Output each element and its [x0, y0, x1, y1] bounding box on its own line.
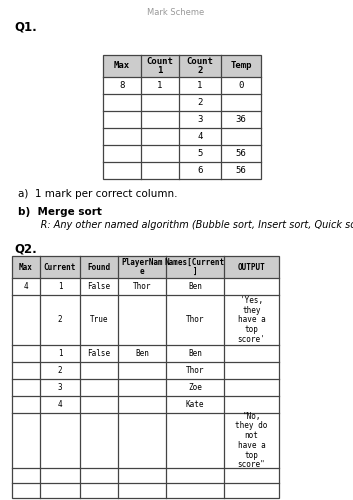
Text: Max: Max	[19, 262, 33, 272]
Text: OUTPUT: OUTPUT	[238, 262, 265, 272]
Text: 1: 1	[197, 81, 203, 90]
Text: Temp: Temp	[230, 62, 252, 70]
Text: Ben: Ben	[188, 349, 202, 358]
Text: Count
2: Count 2	[187, 56, 214, 76]
Text: PlayerNam
e: PlayerNam e	[121, 258, 163, 276]
Text: Ben: Ben	[188, 282, 202, 291]
Bar	[12, 256, 279, 278]
Text: False: False	[88, 282, 110, 291]
Text: 1: 1	[157, 81, 163, 90]
Text: 2: 2	[58, 316, 62, 324]
Text: b)  Merge sort: b) Merge sort	[18, 207, 102, 217]
Text: 2: 2	[58, 366, 62, 375]
Text: False: False	[88, 349, 110, 358]
Text: 3: 3	[197, 115, 203, 124]
Text: 'Yes,
they
have a
top
score': 'Yes, they have a top score'	[238, 296, 265, 344]
Text: 6: 6	[197, 166, 203, 175]
Text: Ben: Ben	[135, 349, 149, 358]
Text: Mark Scheme: Mark Scheme	[147, 8, 205, 17]
Text: 1: 1	[58, 349, 62, 358]
Text: Thor: Thor	[133, 282, 151, 291]
Text: Current: Current	[44, 262, 76, 272]
Text: 1: 1	[58, 282, 62, 291]
Text: Q2.: Q2.	[14, 242, 37, 255]
Text: 56: 56	[235, 166, 246, 175]
Bar	[12, 256, 279, 498]
Text: 4: 4	[197, 132, 203, 141]
Text: R: Any other named algorithm (Bubble sort, Insert sort, Quick sort, etc.): R: Any other named algorithm (Bubble sor…	[25, 220, 353, 230]
Text: "No,
they do
not
have a
top
score": "No, they do not have a top score"	[235, 412, 268, 469]
Text: 2: 2	[197, 98, 203, 107]
Text: Found: Found	[88, 262, 110, 272]
Text: 4: 4	[58, 400, 62, 409]
Text: Max: Max	[114, 62, 130, 70]
Text: 0: 0	[238, 81, 244, 90]
Text: Thor: Thor	[186, 316, 204, 324]
Text: a)  1 mark per correct column.: a) 1 mark per correct column.	[18, 189, 178, 199]
Text: Names[Current
]: Names[Current ]	[165, 258, 225, 276]
Bar	[103, 55, 261, 179]
Text: 4: 4	[24, 282, 28, 291]
Text: 36: 36	[235, 115, 246, 124]
Text: Thor: Thor	[186, 366, 204, 375]
Text: 5: 5	[197, 149, 203, 158]
Text: 3: 3	[58, 383, 62, 392]
Text: Count
1: Count 1	[146, 56, 173, 76]
Text: True: True	[90, 316, 108, 324]
Bar	[103, 55, 261, 77]
Text: Kate: Kate	[186, 400, 204, 409]
Text: Zoe: Zoe	[188, 383, 202, 392]
Text: 56: 56	[235, 149, 246, 158]
Text: Q1.: Q1.	[14, 20, 37, 33]
Text: 8: 8	[119, 81, 125, 90]
